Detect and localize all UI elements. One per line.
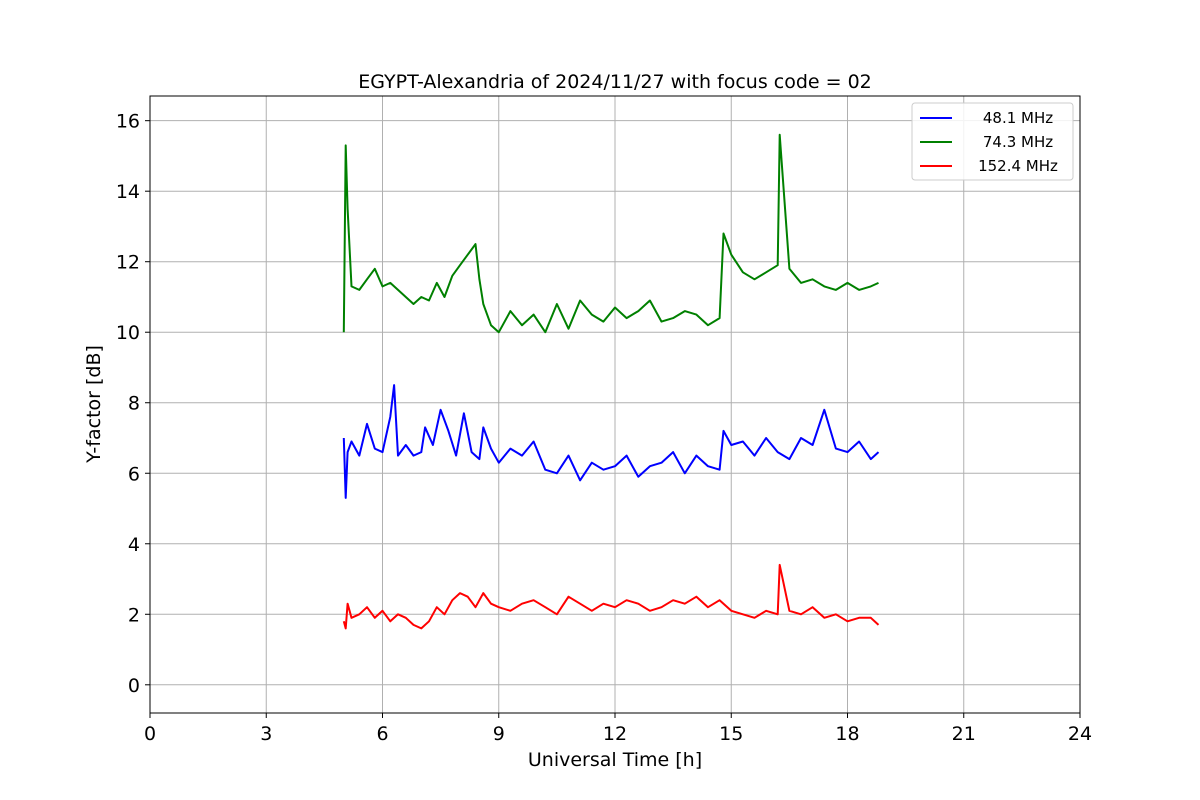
legend-label: 74.3 MHz [983,133,1053,151]
x-axis-label: Universal Time [h] [528,749,702,771]
y-tick-label: 4 [128,534,140,556]
y-axis-label: Y-factor [dB] [83,345,105,464]
legend: 48.1 MHz 74.3 MHz 152.4 MHz [911,102,1074,181]
y-tick-label: 16 [116,111,140,133]
y-tick-label: 12 [116,252,140,274]
y-tick-label: 6 [128,463,140,485]
x-tick-label: 3 [260,723,272,745]
series-line-0 [342,384,880,499]
y-tick-label: 8 [128,393,140,415]
series-line-1 [342,133,879,334]
x-tick-label: 0 [144,723,156,745]
grid [149,96,1081,713]
x-tick-label: 12 [603,723,627,745]
legend-label: 152.4 MHz [978,157,1058,175]
x-tick-label: 6 [376,723,388,745]
y-tick-label: 10 [116,322,140,344]
x-tick-label: 24 [1068,723,1092,745]
y-tick-label: 14 [116,181,140,203]
x-tick-label: 15 [719,723,743,745]
legend-label: 48.1 MHz [983,109,1053,127]
x-tick-label: 18 [835,723,859,745]
x-tick-label: 21 [952,723,976,745]
chart-title: EGYPT-Alexandria of 2024/11/27 with focu… [358,71,872,93]
y-tick-label: 2 [128,604,140,626]
x-axis: 0 3 6 9 12 15 18 21 24 [144,713,1092,745]
y-axis: 0 2 4 6 8 10 12 14 16 [116,111,150,697]
y-tick-label: 0 [128,675,140,697]
x-tick-label: 9 [493,723,505,745]
series-layer [342,133,880,630]
series-line-2 [342,563,880,630]
legend-box [911,102,1074,181]
